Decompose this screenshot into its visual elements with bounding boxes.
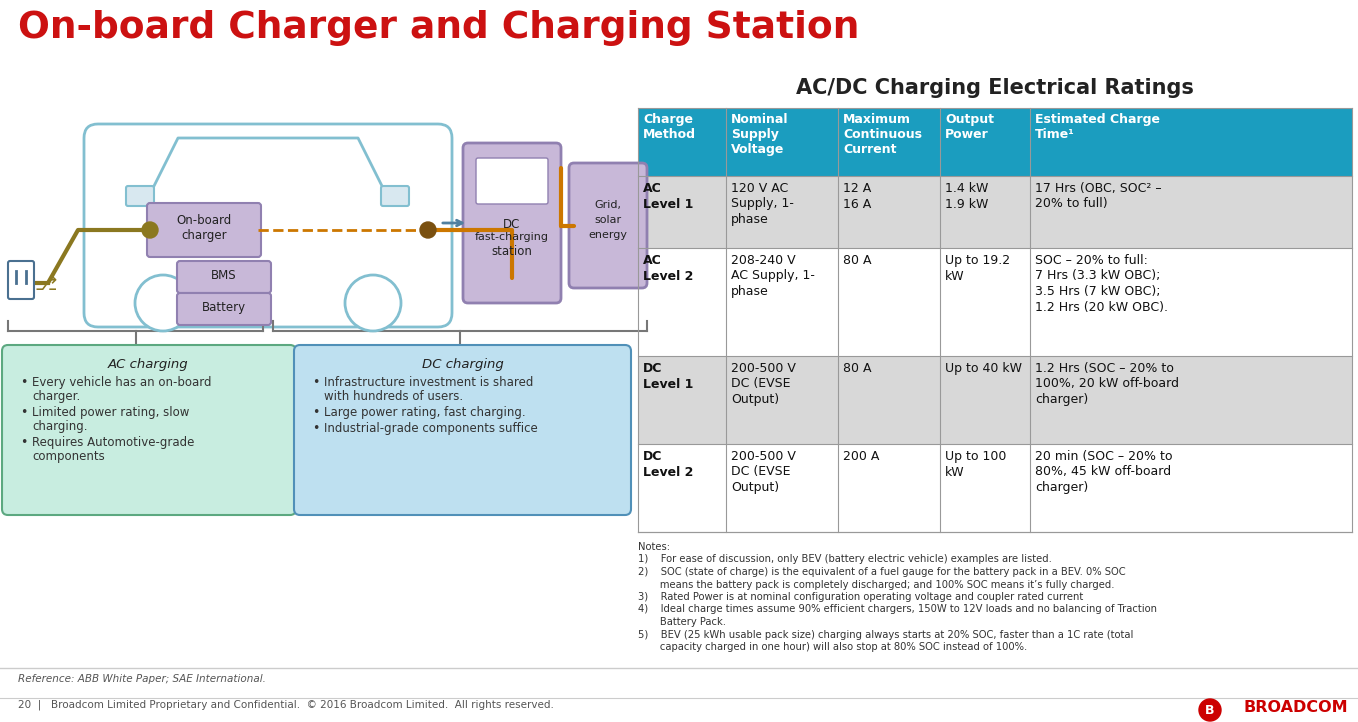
Text: Up to 100
kW: Up to 100 kW xyxy=(945,450,1006,479)
Text: 120 V AC
Supply, 1-
phase: 120 V AC Supply, 1- phase xyxy=(731,182,794,226)
Text: energy: energy xyxy=(588,230,627,240)
FancyBboxPatch shape xyxy=(8,261,34,299)
Text: •: • xyxy=(20,406,27,419)
Text: DC
Level 1: DC Level 1 xyxy=(642,362,694,391)
Text: •: • xyxy=(20,436,27,449)
Text: Reference: ABB White Paper; SAE International.: Reference: ABB White Paper; SAE Internat… xyxy=(18,674,266,684)
Text: charger: charger xyxy=(181,229,227,242)
Text: components: components xyxy=(33,450,105,463)
Text: charging.: charging. xyxy=(33,420,87,433)
FancyBboxPatch shape xyxy=(463,143,561,303)
Text: fast-charging: fast-charging xyxy=(475,232,549,242)
Text: •: • xyxy=(20,376,27,389)
Text: Nominal
Supply
Voltage: Nominal Supply Voltage xyxy=(731,113,789,156)
Text: 200 A: 200 A xyxy=(843,450,880,463)
Text: Notes:: Notes: xyxy=(638,542,669,552)
Text: ⎇: ⎇ xyxy=(35,275,57,294)
Text: 80 A: 80 A xyxy=(843,254,872,267)
Bar xyxy=(638,356,1353,444)
Text: BROADCOM: BROADCOM xyxy=(1244,700,1348,715)
Text: 208-240 V
AC Supply, 1-
phase: 208-240 V AC Supply, 1- phase xyxy=(731,254,815,298)
Text: Limited power rating, slow: Limited power rating, slow xyxy=(33,406,189,419)
Text: DC
Level 2: DC Level 2 xyxy=(642,450,694,479)
FancyBboxPatch shape xyxy=(477,158,549,204)
Text: •: • xyxy=(312,406,319,419)
Text: 12 A
16 A: 12 A 16 A xyxy=(843,182,872,211)
Text: •: • xyxy=(312,422,319,435)
Text: •: • xyxy=(312,376,319,389)
Text: Battery Pack.: Battery Pack. xyxy=(638,617,727,627)
Text: Grid,: Grid, xyxy=(595,200,622,210)
Text: Charge
Method: Charge Method xyxy=(642,113,697,141)
Text: Large power rating, fast charging.: Large power rating, fast charging. xyxy=(325,406,526,419)
Text: with hundreds of users.: with hundreds of users. xyxy=(325,390,463,403)
Text: Every vehicle has an on-board: Every vehicle has an on-board xyxy=(33,376,212,389)
Text: 20  |   Broadcom Limited Proprietary and Confidential.  © 2016 Broadcom Limited.: 20 | Broadcom Limited Proprietary and Co… xyxy=(18,700,554,710)
Text: 1.4 kW
1.9 kW: 1.4 kW 1.9 kW xyxy=(945,182,989,211)
Text: Industrial-grade components suffice: Industrial-grade components suffice xyxy=(325,422,538,435)
Text: charger.: charger. xyxy=(33,390,80,403)
FancyBboxPatch shape xyxy=(293,345,631,515)
Circle shape xyxy=(134,275,191,331)
Circle shape xyxy=(143,222,158,238)
Text: 1)    For ease of discussion, only BEV (battery electric vehicle) examples are l: 1) For ease of discussion, only BEV (bat… xyxy=(638,554,1052,565)
Text: solar: solar xyxy=(595,215,622,225)
Circle shape xyxy=(1199,699,1221,721)
Text: B: B xyxy=(1206,703,1215,716)
Text: Infrastructure investment is shared: Infrastructure investment is shared xyxy=(325,376,534,389)
Bar xyxy=(638,248,1353,356)
Text: 2)    SOC (state of charge) is the equivalent of a fuel gauge for the battery pa: 2) SOC (state of charge) is the equivale… xyxy=(638,567,1126,577)
Text: AC
Level 1: AC Level 1 xyxy=(642,182,694,211)
Text: AC/DC Charging Electrical Ratings: AC/DC Charging Electrical Ratings xyxy=(796,78,1194,98)
FancyBboxPatch shape xyxy=(177,293,272,325)
FancyBboxPatch shape xyxy=(147,203,261,257)
Text: Estimated Charge
Time¹: Estimated Charge Time¹ xyxy=(1035,113,1160,141)
Text: 3)    Rated Power is at nominal configuration operating voltage and coupler rate: 3) Rated Power is at nominal configurati… xyxy=(638,592,1084,602)
Text: 200-500 V
DC (EVSE
Output): 200-500 V DC (EVSE Output) xyxy=(731,450,796,494)
Text: AC charging: AC charging xyxy=(107,358,189,371)
Text: Up to 40 kW: Up to 40 kW xyxy=(945,362,1023,375)
Text: 80 A: 80 A xyxy=(843,362,872,375)
Circle shape xyxy=(420,222,436,238)
Text: 5)    BEV (25 kWh usable pack size) charging always starts at 20% SOC, faster th: 5) BEV (25 kWh usable pack size) chargin… xyxy=(638,630,1134,640)
Text: BMS: BMS xyxy=(212,269,236,282)
FancyBboxPatch shape xyxy=(382,186,409,206)
Text: On-board Charger and Charging Station: On-board Charger and Charging Station xyxy=(18,10,860,46)
Text: DC charging: DC charging xyxy=(422,358,504,371)
Text: capacity charged in one hour) will also stop at 80% SOC instead of 100%.: capacity charged in one hour) will also … xyxy=(638,642,1027,652)
Text: SOC – 20% to full:
7 Hrs (3.3 kW OBC);
3.5 Hrs (7 kW OBC);
1.2 Hrs (20 kW OBC).: SOC – 20% to full: 7 Hrs (3.3 kW OBC); 3… xyxy=(1035,254,1168,313)
Text: means the battery pack is completely discharged; and 100% SOC means it’s fully c: means the battery pack is completely dis… xyxy=(638,580,1115,589)
Text: station: station xyxy=(492,245,532,258)
Circle shape xyxy=(345,275,401,331)
Text: Battery: Battery xyxy=(202,301,246,314)
Bar xyxy=(638,444,1353,532)
Text: 4)    Ideal charge times assume 90% efficient chargers, 150W to 12V loads and no: 4) Ideal charge times assume 90% efficie… xyxy=(638,604,1157,614)
Text: Output
Power: Output Power xyxy=(945,113,994,141)
FancyBboxPatch shape xyxy=(126,186,153,206)
FancyBboxPatch shape xyxy=(1,345,296,515)
Text: AC
Level 2: AC Level 2 xyxy=(642,254,694,282)
Text: Requires Automotive-grade: Requires Automotive-grade xyxy=(33,436,194,449)
FancyBboxPatch shape xyxy=(569,163,646,288)
Text: Maximum
Continuous
Current: Maximum Continuous Current xyxy=(843,113,922,156)
FancyBboxPatch shape xyxy=(177,261,272,293)
Text: Up to 19.2
kW: Up to 19.2 kW xyxy=(945,254,1010,282)
Text: DC: DC xyxy=(504,218,520,231)
Bar xyxy=(638,176,1353,248)
Text: On-board: On-board xyxy=(177,214,232,227)
Text: 200-500 V
DC (EVSE
Output): 200-500 V DC (EVSE Output) xyxy=(731,362,796,406)
Bar xyxy=(638,108,1353,176)
Text: 1.2 Hrs (SOC – 20% to
100%, 20 kW off-board
charger): 1.2 Hrs (SOC – 20% to 100%, 20 kW off-bo… xyxy=(1035,362,1179,406)
Text: 17 Hrs (OBC, SOC² –
20% to full): 17 Hrs (OBC, SOC² – 20% to full) xyxy=(1035,182,1161,211)
Text: 20 min (SOC – 20% to
80%, 45 kW off-board
charger): 20 min (SOC – 20% to 80%, 45 kW off-boar… xyxy=(1035,450,1172,494)
